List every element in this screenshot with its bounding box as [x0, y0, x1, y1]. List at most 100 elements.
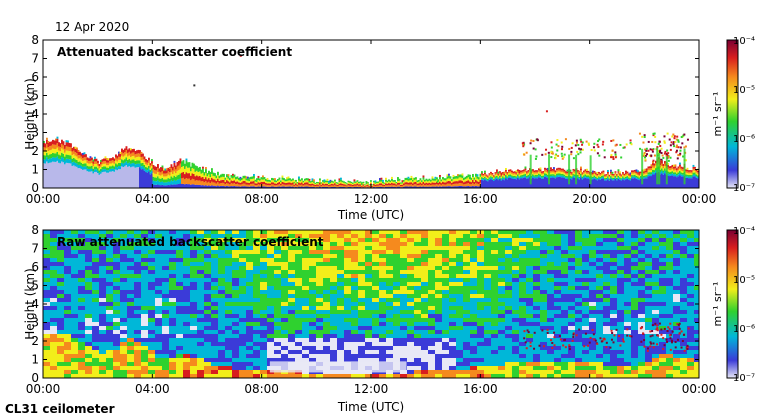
backscatter-cell	[592, 172, 594, 174]
backscatter-cell	[74, 159, 77, 163]
backscatter-cell	[446, 178, 449, 182]
backscatter-cell	[496, 171, 498, 173]
backscatter-cell	[439, 176, 441, 180]
backscatter-cell	[553, 170, 555, 173]
backscatter-cell	[239, 184, 242, 187]
backscatter-cell	[242, 183, 245, 187]
backscatter-cell	[394, 186, 396, 188]
backscatter-cell	[424, 185, 426, 187]
backscatter-cell	[193, 173, 195, 180]
raw-cell	[239, 322, 247, 327]
raw-cell	[309, 326, 317, 331]
backscatter-cell	[553, 172, 555, 175]
raw-cell	[218, 322, 226, 327]
raw-cell	[365, 302, 373, 307]
backscatter-cell	[205, 169, 207, 174]
backscatter-cell	[283, 182, 285, 185]
raw-cell	[50, 306, 58, 311]
raw-cell	[239, 230, 247, 235]
backscatter-cell	[250, 186, 252, 188]
raw-cell	[50, 262, 58, 267]
backscatter-cell	[523, 174, 525, 177]
backscatter-cell	[148, 163, 150, 166]
raw-cell	[358, 294, 366, 299]
raw-cell	[190, 298, 198, 303]
backscatter-cell	[535, 171, 537, 174]
backscatter-cell	[521, 170, 524, 172]
raw-cell	[281, 290, 289, 295]
raw-cell	[99, 238, 107, 243]
backscatter-cell	[119, 166, 122, 170]
raw-cell	[176, 342, 184, 347]
raw-cell	[71, 362, 79, 367]
backscatter-cell	[199, 175, 201, 181]
raw-cell	[232, 366, 240, 371]
backscatter-cell	[163, 170, 165, 174]
backscatter-cell	[359, 181, 362, 183]
raw-cell	[43, 270, 51, 275]
backscatter-cell	[68, 155, 71, 160]
raw-cell	[344, 286, 352, 291]
raw-cell	[197, 242, 205, 247]
backscatter-cell	[611, 180, 614, 188]
backscatter-cell	[203, 178, 206, 183]
backscatter-cell	[302, 186, 305, 188]
raw-cell	[57, 274, 65, 279]
backscatter-cell	[611, 175, 614, 177]
raw-cell	[155, 246, 163, 251]
backscatter-cell	[97, 173, 99, 188]
backscatter-cell	[637, 170, 639, 173]
backscatter-cell	[463, 186, 465, 188]
backscatter-cell	[106, 158, 108, 161]
backscatter-cell	[512, 178, 515, 188]
backscatter-cell	[278, 182, 281, 185]
backscatter-cell	[221, 179, 224, 183]
backscatter-cell	[380, 183, 383, 185]
raw-cell	[183, 306, 191, 311]
backscatter-cell	[413, 186, 416, 188]
raw-cell	[113, 266, 121, 271]
raw-cell	[316, 230, 324, 235]
backscatter-cell	[412, 181, 414, 184]
backscatter-cell	[556, 171, 558, 174]
raw-cell	[393, 258, 401, 263]
backscatter-cell	[197, 180, 200, 185]
raw-cell	[113, 338, 121, 343]
raw-cell	[113, 282, 121, 287]
raw-cell	[337, 314, 345, 319]
backscatter-cell	[467, 177, 470, 181]
backscatter-cell	[469, 179, 471, 182]
cloud-pixel	[653, 154, 656, 157]
raw-cell	[127, 278, 135, 283]
backscatter-cell	[290, 186, 293, 188]
raw-cell	[253, 334, 261, 339]
backscatter-cell	[605, 177, 608, 180]
backscatter-cell	[562, 168, 564, 171]
raw-cell	[421, 366, 429, 371]
backscatter-cell	[473, 181, 476, 185]
backscatter-cell	[556, 173, 558, 176]
raw-cell	[323, 294, 331, 299]
raw-cell	[148, 294, 156, 299]
raw-cell	[218, 266, 226, 271]
raw-cell	[365, 354, 373, 359]
cloud-pixel	[672, 143, 675, 146]
cloud-pixel	[523, 153, 526, 156]
backscatter-cell	[328, 182, 330, 184]
backscatter-cell	[139, 163, 141, 168]
cloud-pixel	[602, 140, 605, 143]
backscatter-cell	[145, 161, 147, 165]
raw-cell	[309, 318, 317, 323]
raw-cell	[365, 338, 373, 343]
backscatter-cell	[224, 179, 227, 183]
backscatter-cell	[167, 184, 170, 188]
raw-cell	[400, 266, 408, 271]
backscatter-cell	[125, 165, 128, 188]
raw-cell	[379, 318, 387, 323]
raw-cell	[386, 266, 394, 271]
raw-cell	[183, 326, 191, 331]
backscatter-cell	[524, 166, 527, 169]
backscatter-cell	[56, 147, 59, 152]
backscatter-cell	[479, 179, 482, 183]
backscatter-cell	[115, 163, 117, 167]
